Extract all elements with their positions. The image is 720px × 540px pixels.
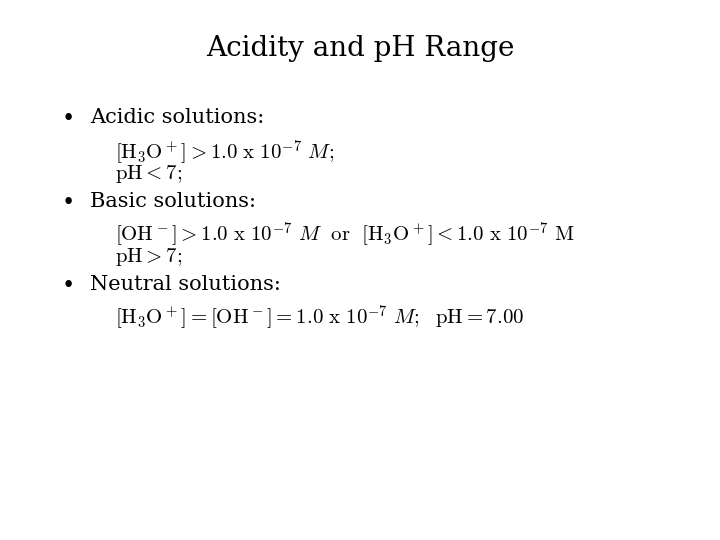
Text: Basic solutions:: Basic solutions: — [90, 192, 256, 211]
Text: $\mathrm{pH} > 7;$: $\mathrm{pH} > 7;$ — [115, 246, 182, 268]
Text: $\mathrm{pH} < 7;$: $\mathrm{pH} < 7;$ — [115, 163, 182, 185]
Text: $[\mathrm{H_3O^+}] = [\mathrm{OH^-}] = 1.0\ \mathrm{x}\ 10^{-7}\ \mathit{M};\ \ : $[\mathrm{H_3O^+}] = [\mathrm{OH^-}] = 1… — [115, 303, 524, 333]
Text: Acidity and pH Range: Acidity and pH Range — [206, 35, 514, 62]
Text: •: • — [61, 192, 74, 214]
Text: •: • — [61, 108, 74, 130]
Text: •: • — [61, 275, 74, 298]
Text: $[\mathrm{H_3O^+}] > 1.0\ \mathrm{x}\ 10^{-7}\ \mathit{M};$: $[\mathrm{H_3O^+}] > 1.0\ \mathrm{x}\ 10… — [115, 138, 334, 167]
Text: Acidic solutions:: Acidic solutions: — [90, 108, 264, 127]
Text: Neutral solutions:: Neutral solutions: — [90, 275, 281, 294]
Text: $[\mathrm{OH^-}] > 1.0\ \mathrm{x}\ 10^{-7}\ \mathit{M}\ \ \mathrm{or}\ \ [\math: $[\mathrm{OH^-}] > 1.0\ \mathrm{x}\ 10^{… — [115, 220, 575, 249]
